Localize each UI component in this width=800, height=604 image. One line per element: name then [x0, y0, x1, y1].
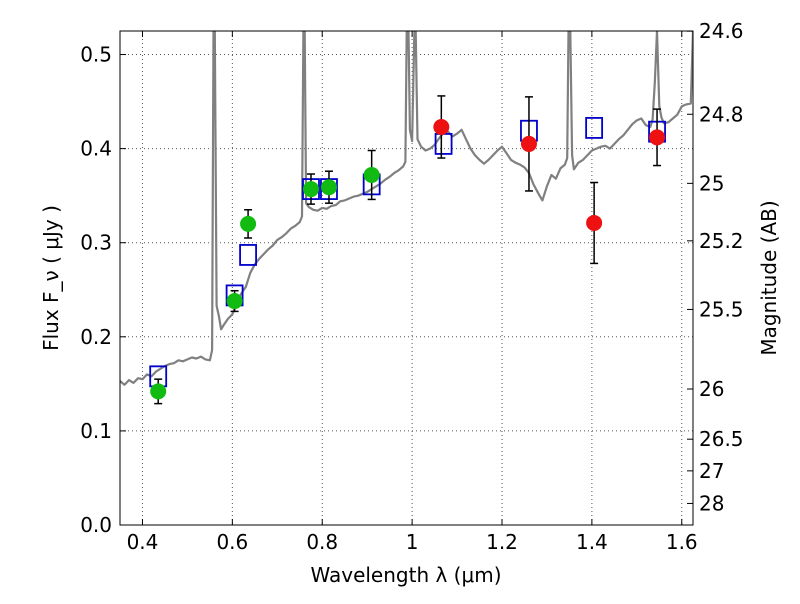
y-tick-label: 0.0 [80, 513, 112, 537]
x-tick-label: 1.4 [576, 530, 608, 554]
x-tick-label: 0.8 [306, 530, 338, 554]
model-flux-square [434, 133, 453, 155]
x-tick-label: 1.6 [666, 530, 698, 554]
x-tick-label: 1.2 [486, 530, 518, 554]
y-tick-label: 0.5 [80, 43, 112, 67]
x-tick-label: 0.4 [127, 530, 159, 554]
y2-axis-label: Magnitude (AB) [757, 200, 781, 355]
axes-ticks: 0.4 0.6 0.8 1 1.2 1.4 1.6 0.0 0.1 0.2 0.3 0.4 0.5 24.… [80, 19, 743, 554]
x-tick-label: 0.6 [216, 530, 248, 554]
y-tick-label: 0.2 [80, 325, 112, 349]
y2-tick-label: 24.8 [699, 102, 744, 126]
photometry-point [649, 129, 666, 146]
photometry-point [320, 179, 337, 196]
y2-tick-label: 25.5 [699, 297, 744, 321]
plot-frame [119, 30, 694, 526]
y2-tick-label: 25.2 [699, 229, 744, 253]
model-flux-square [585, 117, 604, 139]
model-flux-square [239, 244, 257, 266]
y2-tick-label: 25 [699, 171, 724, 195]
photometry-point [363, 166, 380, 183]
photometry-point [150, 383, 167, 400]
y-tick-label: 0.4 [80, 137, 112, 161]
y-axis-label: Flux F_ν ( μJy ) [39, 205, 63, 351]
y2-tick-label: 28 [699, 491, 724, 515]
photometry-point [433, 118, 450, 135]
y2-tick-label: 26 [699, 377, 724, 401]
model-spectrum-line [120, 31, 693, 386]
photometry-point [240, 215, 257, 232]
x-axis-label: Wavelength λ (μm) [310, 563, 501, 587]
y2-tick-label: 24.6 [699, 19, 744, 43]
y-tick-label: 0.1 [80, 419, 112, 443]
y-tick-label: 0.3 [80, 231, 112, 255]
photometry-point [226, 293, 243, 310]
photometry-point [303, 181, 319, 198]
x-tick-label: 1 [406, 530, 419, 554]
plot-data [120, 31, 693, 405]
y2-tick-label: 27 [699, 459, 724, 483]
photometry-point [520, 135, 537, 152]
photometry-point [586, 214, 603, 231]
y2-tick-label: 26.5 [699, 427, 744, 451]
